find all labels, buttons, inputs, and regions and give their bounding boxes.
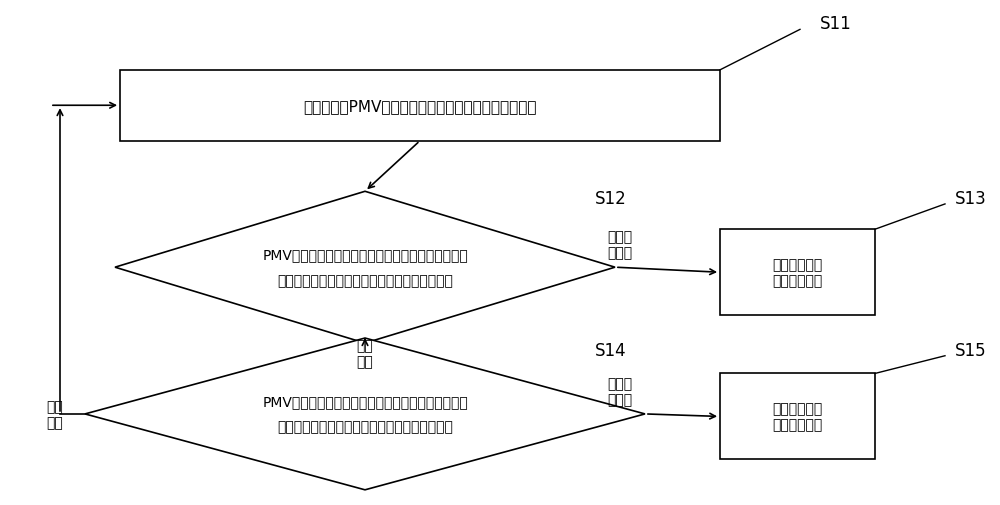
Text: 二预设次数，体动频度是否大于第二预设频度？: 二预设次数，体动频度是否大于第二预设频度？	[277, 420, 453, 434]
Text: 确认用户处于
非快速眼动期: 确认用户处于 非快速眼动期	[772, 258, 823, 288]
Polygon shape	[85, 338, 645, 490]
Text: 获取用户的PMV值、体动次数和体动频度中的至少一种: 获取用户的PMV值、体动次数和体动频度中的至少一种	[303, 98, 537, 114]
Text: 确认用户处于
非快速眼动期: 确认用户处于 非快速眼动期	[772, 401, 823, 432]
Text: PMV值是否处于第一预设区间，体动次数是否夹于第: PMV值是否处于第一预设区间，体动次数是否夹于第	[262, 248, 468, 262]
Text: 一预设次数，体动频度是否大于第一预设频度？: 一预设次数，体动频度是否大于第一预设频度？	[277, 273, 453, 287]
Text: 均不
满足: 均不 满足	[357, 338, 373, 369]
FancyBboxPatch shape	[720, 230, 875, 316]
Text: 满足至
少之一: 满足至 少之一	[607, 230, 633, 260]
Text: S13: S13	[955, 189, 987, 208]
Text: S14: S14	[595, 341, 627, 359]
FancyBboxPatch shape	[720, 374, 875, 460]
Text: 均不
满足: 均不 满足	[47, 399, 63, 429]
Text: S12: S12	[595, 189, 627, 208]
FancyBboxPatch shape	[120, 71, 720, 141]
Text: 满足至
少之一: 满足至 少之一	[607, 376, 633, 407]
Text: S11: S11	[820, 15, 852, 33]
Polygon shape	[115, 192, 615, 343]
Text: S15: S15	[955, 341, 987, 359]
Text: PMV值是否处于第二预设区间，体动次数是否夹于第: PMV值是否处于第二预设区间，体动次数是否夹于第	[262, 394, 468, 409]
